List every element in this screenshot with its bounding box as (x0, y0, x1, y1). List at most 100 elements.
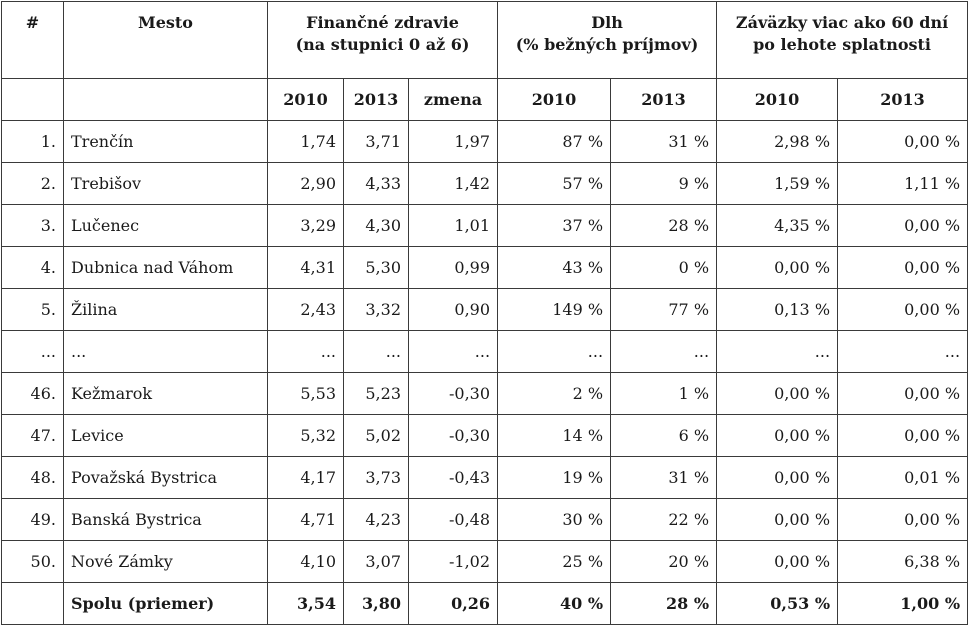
subheader-arrears-2013: 2013 (837, 78, 969, 121)
cell-arrears-2013: 0,00 % (837, 120, 969, 163)
cell-debt-2010: 25 % (497, 540, 612, 583)
cell-num: ... (1, 330, 64, 373)
cell-health-change: -0,43 (407, 456, 499, 499)
cell-health-2013: 4,33 (343, 162, 409, 205)
subheader-health-2013: 2013 (343, 78, 409, 121)
cell-debt-2010: 2 % (497, 372, 612, 415)
cell-health-2013: 3,73 (343, 456, 409, 499)
table-row: 1. Trenčín 1,74 3,71 1,97 87 % 31 % 2,98 % 0,00 … (1, 120, 969, 163)
subheader-empty (1, 78, 64, 121)
cell-debt-2010: 57 % (497, 162, 612, 205)
cell-city: ... (63, 330, 268, 373)
cell-debt-2010: 19 % (497, 456, 612, 499)
header-arrears-line1: Záväzky viac ako 60 dní (735, 13, 949, 32)
cell-city: Nové Zámky (63, 540, 268, 583)
subheader-arrears-2010: 2010 (716, 78, 839, 121)
cell-debt-2013: 31 % (610, 456, 718, 499)
table-row: 49. Banská Bystrica 4,71 4,23 -0,48 30 % 22 % 0… (1, 498, 969, 541)
cell-arrears-2010: 2,98 % (716, 120, 839, 163)
cell-arrears-2013: 0,00 % (837, 414, 969, 457)
cell-health-2013: 5,30 (343, 246, 409, 289)
table-row: 47. Levice 5,32 5,02 -0,30 14 % 6 % 0,00 % 0,00 … (1, 414, 969, 457)
cell-num: 3. (1, 204, 64, 247)
cell-city: Levice (63, 414, 268, 457)
total-num (1, 582, 64, 625)
cell-city: Žilina (63, 288, 268, 331)
header-arrears-line2: po lehote splatnosti (753, 35, 932, 54)
cell-city: Považská Bystrica (63, 456, 268, 499)
cell-arrears-2013: 0,00 % (837, 372, 969, 415)
cell-health-change: -0,48 (407, 498, 499, 541)
cell-debt-2010: 87 % (497, 120, 612, 163)
cell-health-2013: 3,32 (343, 288, 409, 331)
cell-health-2013: 4,30 (343, 204, 409, 247)
total-arrears-2010: 0,53 % (716, 582, 839, 625)
cell-health-2013: 3,07 (343, 540, 409, 583)
cell-health-change: 0,90 (407, 288, 499, 331)
header-arrears: Záväzky viac ako 60 dní po lehote splatn… (716, 1, 969, 79)
total-health-2013: 3,80 (343, 582, 409, 625)
cell-health-change: 0,99 (407, 246, 499, 289)
cell-city: Trebišov (63, 162, 268, 205)
cell-health-2013: 5,23 (343, 372, 409, 415)
cell-debt-2013: 28 % (610, 204, 718, 247)
cell-arrears-2013: 0,01 % (837, 456, 969, 499)
cell-arrears-2013: ... (837, 330, 969, 373)
cell-health-2010: 4,31 (267, 246, 344, 289)
cell-arrears-2010: 0,00 % (716, 372, 839, 415)
table-row: 46. Kežmarok 5,53 5,23 -0,30 2 % 1 % 0,00 % 0,00… (1, 372, 969, 415)
total-debt-2010: 40 % (497, 582, 612, 625)
cell-debt-2013: 22 % (610, 498, 718, 541)
cell-health-change: ... (407, 330, 499, 373)
cell-health-2010: 3,29 (267, 204, 344, 247)
cell-arrears-2013: 0,00 % (837, 498, 969, 541)
header-row: # Mesto Finančné zdravie (na stupnici 0 … (1, 1, 969, 79)
cell-debt-2010: 37 % (497, 204, 612, 247)
cell-debt-2013: 77 % (610, 288, 718, 331)
cell-health-2010: 5,53 (267, 372, 344, 415)
header-financial-health-line2: (na stupnici 0 až 6) (295, 35, 470, 54)
total-health-2010: 3,54 (267, 582, 344, 625)
header-debt: Dlh (% bežných príjmov) (497, 1, 718, 79)
cell-arrears-2010: 0,00 % (716, 456, 839, 499)
cell-debt-2010: 30 % (497, 498, 612, 541)
cell-arrears-2013: 1,11 % (837, 162, 969, 205)
cell-debt-2013: 9 % (610, 162, 718, 205)
header-num: # (1, 1, 64, 79)
cell-health-2013: 3,71 (343, 120, 409, 163)
cell-debt-2010: 43 % (497, 246, 612, 289)
total-health-change: 0,26 (407, 582, 499, 625)
cell-num: 47. (1, 414, 64, 457)
table-row: 4. Dubnica nad Váhom 4,31 5,30 0,99 43 % 0 % 0,… (1, 246, 969, 289)
cell-num: 50. (1, 540, 64, 583)
cell-health-2010: 2,43 (267, 288, 344, 331)
cell-health-2013: 5,02 (343, 414, 409, 457)
header-debt-line1: Dlh (591, 13, 623, 32)
header-financial-health: Finančné zdravie (na stupnici 0 až 6) (266, 1, 499, 79)
cell-health-change: 1,97 (407, 120, 499, 163)
cell-health-2010: ... (267, 330, 344, 373)
subheader-debt-2010: 2010 (497, 78, 612, 121)
cell-arrears-2010: 0,13 % (716, 288, 839, 331)
cell-city: Banská Bystrica (63, 498, 268, 541)
total-arrears-2013: 1,00 % (837, 582, 969, 625)
cell-health-2010: 4,71 (267, 498, 344, 541)
table-row: 2. Trebišov 2,90 4,33 1,42 57 % 9 % 1,59 % 1,11 … (1, 162, 969, 205)
cell-health-2010: 5,32 (267, 414, 344, 457)
header-debt-line2: (% bežných príjmov) (515, 35, 699, 54)
cell-arrears-2010: 0,00 % (716, 498, 839, 541)
subheader-empty (63, 78, 268, 121)
cell-arrears-2010: ... (716, 330, 839, 373)
cell-debt-2010: ... (497, 330, 612, 373)
subheader-debt-2013: 2013 (610, 78, 718, 121)
cell-num: 5. (1, 288, 64, 331)
cell-debt-2013: 31 % (610, 120, 718, 163)
cell-arrears-2013: 0,00 % (837, 288, 969, 331)
cell-city: Lučenec (63, 204, 268, 247)
header-city: Mesto (63, 1, 268, 79)
cell-health-2010: 1,74 (267, 120, 344, 163)
cell-health-2010: 4,10 (267, 540, 344, 583)
cell-city: Kežmarok (63, 372, 268, 415)
table-row: 5. Žilina 2,43 3,32 0,90 149 % 77 % 0,13 % 0,00 … (1, 288, 969, 331)
